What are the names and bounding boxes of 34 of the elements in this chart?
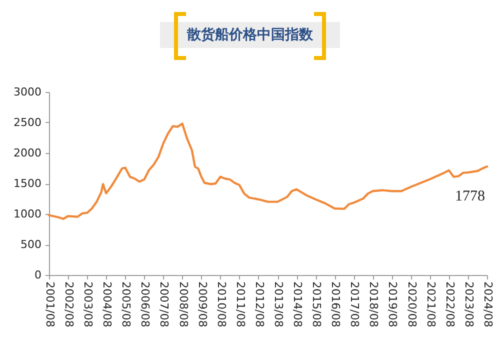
x-tick-label: 2010/08 xyxy=(214,282,228,328)
x-tick-label: 2008/08 xyxy=(176,282,190,328)
x-tick-label: 2012/08 xyxy=(252,282,266,328)
x-tick-label: 2009/08 xyxy=(196,282,209,328)
x-tick-label: 2018/08 xyxy=(367,282,380,328)
y-tick-label: 3000 xyxy=(14,86,42,98)
y-tick-label: 2500 xyxy=(14,116,42,129)
y-tick-label: 1500 xyxy=(14,177,42,190)
y-tick-label: 500 xyxy=(20,238,42,251)
x-tick-label: 2022/08 xyxy=(443,282,456,328)
chart-title: 散货船价格中国指数 xyxy=(186,26,314,44)
line-series xyxy=(48,122,488,220)
x-tick-label: 2019/08 xyxy=(386,282,400,328)
x-tick-label: 2016/08 xyxy=(329,282,342,328)
annotation: 1778 xyxy=(455,188,485,205)
x-tick-label: 2023/08 xyxy=(462,282,476,328)
x-tick-label: 2007/08 xyxy=(158,282,171,328)
x-tick-label: 2006/08 xyxy=(138,282,152,328)
y-tick-label: 0 xyxy=(34,268,42,282)
x-tick-label: 2013/08 xyxy=(272,282,286,328)
y-tick-label: 1000 xyxy=(14,208,42,220)
x-tick-label: 2011/08 xyxy=(234,282,247,328)
x-tick-label: 2002/08 xyxy=(62,282,76,328)
x-tick-label: 2003/08 xyxy=(82,282,95,328)
x-tick-label: 2015/08 xyxy=(310,282,324,328)
x-tick-label: 2001/08 xyxy=(44,282,56,328)
x-tick-label: 2005/08 xyxy=(120,282,133,328)
y-tick-label: 2000 xyxy=(14,146,42,160)
x-tick-label: 2020/08 xyxy=(405,282,418,328)
x-tick-label: 2021/08 xyxy=(424,282,438,328)
x-tick-label: 2004/08 xyxy=(100,282,114,328)
x-tick-label: 2017/08 xyxy=(348,282,362,328)
x-tick-label: 2024/08 xyxy=(482,282,494,328)
x-tick-label: 2014/08 xyxy=(291,282,304,328)
